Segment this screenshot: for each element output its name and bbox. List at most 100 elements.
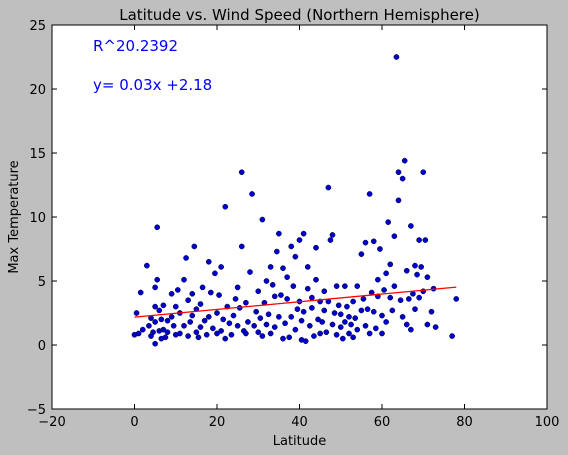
data-point xyxy=(366,191,373,197)
data-point xyxy=(350,298,356,305)
data-point xyxy=(383,270,389,277)
data-point xyxy=(370,238,377,245)
data-point xyxy=(395,169,402,176)
data-point xyxy=(160,302,167,309)
data-point xyxy=(383,319,389,325)
data-point xyxy=(234,322,241,329)
data-point xyxy=(354,283,361,289)
x-tick-label: 40 xyxy=(291,415,308,430)
data-point xyxy=(302,338,309,345)
data-point xyxy=(199,284,206,291)
data-point xyxy=(168,290,175,297)
x-ticks: −20 0 20 40 60 80 100 xyxy=(38,25,559,430)
data-point xyxy=(412,306,418,313)
data-point xyxy=(214,310,220,316)
data-point xyxy=(205,313,212,320)
data-point xyxy=(321,307,328,314)
data-point xyxy=(449,333,455,339)
data-point xyxy=(230,312,237,319)
data-point xyxy=(267,330,274,337)
data-point xyxy=(189,312,196,319)
data-point xyxy=(222,203,229,210)
data-point xyxy=(255,329,262,336)
data-point xyxy=(366,330,373,337)
data-point xyxy=(329,321,336,328)
y-ticks: −5 0 5 10 15 20 25 xyxy=(27,19,547,418)
data-point xyxy=(137,289,144,296)
data-point xyxy=(284,296,290,302)
data-point xyxy=(269,281,276,288)
data-point xyxy=(424,321,431,328)
data-point xyxy=(189,290,196,297)
data-point xyxy=(168,313,175,320)
data-point xyxy=(339,335,346,342)
data-point xyxy=(315,316,321,323)
data-point xyxy=(296,237,303,243)
data-point xyxy=(313,276,319,283)
data-point xyxy=(385,219,392,225)
data-point xyxy=(135,330,142,337)
data-point xyxy=(218,328,224,334)
data-point xyxy=(243,299,249,306)
data-point xyxy=(276,230,282,237)
data-point xyxy=(391,233,398,240)
data-point xyxy=(395,197,402,204)
data-point xyxy=(370,308,377,315)
data-point xyxy=(187,319,194,325)
data-point xyxy=(354,326,361,333)
data-point xyxy=(418,264,425,270)
data-point xyxy=(375,276,381,283)
data-point xyxy=(193,329,200,336)
data-point xyxy=(247,269,253,275)
data-point xyxy=(238,169,245,176)
data-point xyxy=(408,326,414,333)
chart-title: Latitude vs. Wind Speed (Northern Hemisp… xyxy=(119,6,479,24)
data-point xyxy=(288,313,295,320)
data-point xyxy=(350,334,356,341)
data-point xyxy=(203,331,210,338)
data-point xyxy=(156,307,163,314)
data-point xyxy=(364,306,371,313)
x-tick-label: −20 xyxy=(38,415,65,430)
data-point xyxy=(249,191,255,197)
data-point xyxy=(358,251,365,257)
data-point xyxy=(453,296,460,302)
data-point xyxy=(300,308,307,315)
y-tick-label: 10 xyxy=(29,211,46,226)
data-point xyxy=(174,287,181,293)
data-point xyxy=(214,330,220,337)
data-point xyxy=(333,283,340,289)
data-point xyxy=(358,307,365,314)
data-point xyxy=(185,297,191,304)
data-point xyxy=(257,315,264,321)
data-point xyxy=(220,316,227,323)
data-point xyxy=(253,308,260,315)
data-point xyxy=(271,293,278,300)
data-point xyxy=(238,243,245,250)
data-point xyxy=(317,330,323,337)
data-point xyxy=(210,325,216,332)
data-point xyxy=(172,303,179,310)
data-point xyxy=(280,335,286,342)
data-point xyxy=(265,311,272,318)
data-point xyxy=(154,276,161,283)
data-point xyxy=(313,244,319,251)
x-tick-label: 100 xyxy=(535,415,560,430)
data-point xyxy=(144,262,150,269)
regression-equation-annotation: y= 0.03x +2.18 xyxy=(93,76,212,94)
data-point xyxy=(379,330,385,337)
data-point xyxy=(267,264,274,270)
data-point xyxy=(164,317,171,324)
data-point xyxy=(342,319,348,325)
data-point xyxy=(259,216,266,223)
data-point xyxy=(294,306,301,313)
data-point xyxy=(234,284,241,291)
data-point xyxy=(226,320,233,327)
data-point xyxy=(170,322,177,329)
data-point xyxy=(323,329,330,336)
data-point xyxy=(292,326,299,333)
data-point xyxy=(304,264,311,270)
data-point xyxy=(311,333,317,339)
data-point xyxy=(389,307,396,314)
